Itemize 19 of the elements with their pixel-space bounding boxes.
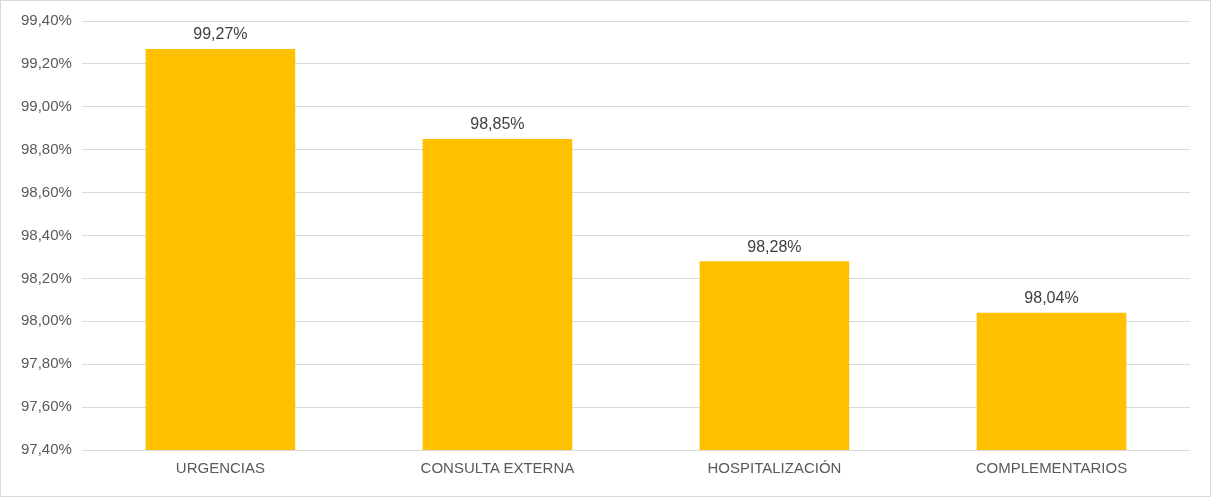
data-label: 98,04% bbox=[1024, 289, 1079, 307]
y-tick-label: 99,00% bbox=[21, 96, 72, 114]
y-tick-label: 97,80% bbox=[21, 354, 72, 372]
y-tick-label: 97,60% bbox=[21, 397, 72, 415]
x-tick-label: HOSPITALIZACIÓN bbox=[707, 459, 842, 477]
x-tick-label: URGENCIAS bbox=[175, 459, 265, 477]
data-label: 98,28% bbox=[747, 237, 802, 255]
data-label: 99,27% bbox=[193, 25, 248, 43]
data-label: 98,85% bbox=[470, 115, 525, 133]
x-tick-label: COMPLEMENTARIOS bbox=[975, 459, 1128, 477]
x-tick-label: CONSULTA EXTERNA bbox=[420, 459, 575, 477]
y-tick-label: 99,20% bbox=[21, 54, 72, 72]
y-tick-label: 98,40% bbox=[21, 225, 72, 243]
y-tick-label: 98,00% bbox=[21, 311, 72, 329]
y-tick-label: 98,20% bbox=[21, 268, 72, 286]
y-tick-label: 99,40% bbox=[21, 11, 72, 29]
y-tick-label: 98,80% bbox=[21, 139, 72, 157]
y-tick-label: 97,40% bbox=[21, 440, 72, 458]
y-tick-label: 98,60% bbox=[21, 182, 72, 200]
